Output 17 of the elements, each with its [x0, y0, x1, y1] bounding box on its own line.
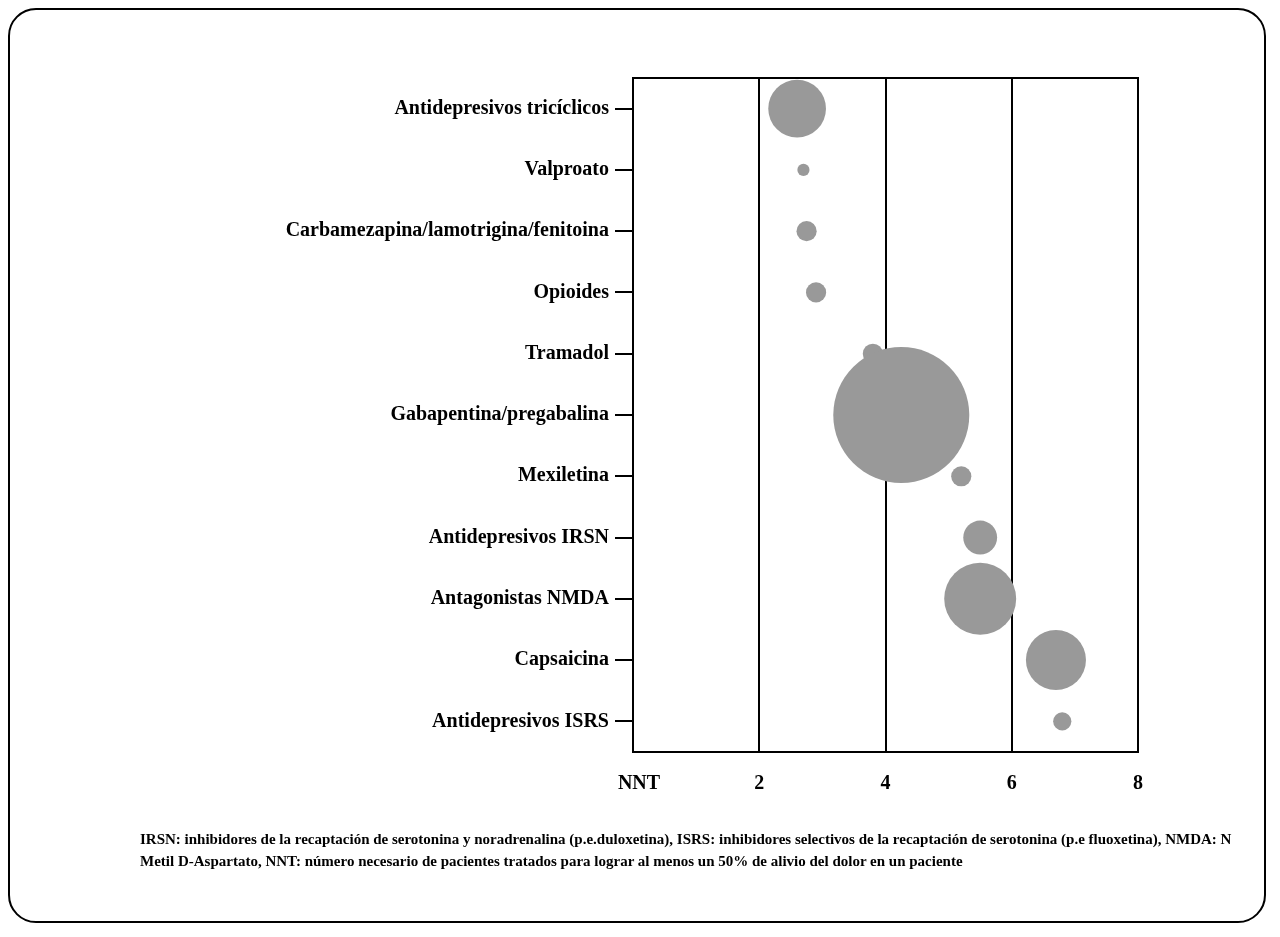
y-tick-label: Valproato — [524, 157, 609, 181]
x-axis-title: NNT — [617, 771, 661, 794]
y-tick-label: Tramadol — [524, 340, 610, 363]
y-tick-label: Antidepresivos IRSN — [428, 524, 610, 548]
y-tick-label: Capsaicina — [514, 647, 609, 671]
y-tick-label: Antagonistas NMDA — [430, 585, 610, 609]
y-tick-label: Gabapentina/pregabalina — [390, 402, 609, 426]
y-tick-label: Mexiletina — [517, 463, 609, 486]
y-tick-label: Antidepresivos ISRS — [432, 708, 609, 732]
y-tick-label: Opioides — [533, 279, 610, 303]
y-tick-label: Carbamezapina/lamotrigina/fenitoina — [285, 218, 609, 242]
x-tick-label: 6 — [1006, 771, 1017, 794]
x-tick-label: 4 — [880, 771, 891, 794]
x-tick-label: 2 — [754, 771, 765, 794]
y-tick-label: Antidepresivos tricíclicos — [394, 95, 610, 119]
x-tick-label: 8 — [1133, 771, 1143, 794]
text: IRSN: inhibidores de la recaptación de serotonina y noradrenalina (p.e.duloxetina), ISRS: inhibidores selectivos de la recaptación de serotonina (p.e fluoxetina), NMDA: N Metil D-Aspartato, NNT: número necesario de pacientes tratados para lograr al menos un 50% de alivio del dolor en un paciente — [139, 830, 1233, 871]
